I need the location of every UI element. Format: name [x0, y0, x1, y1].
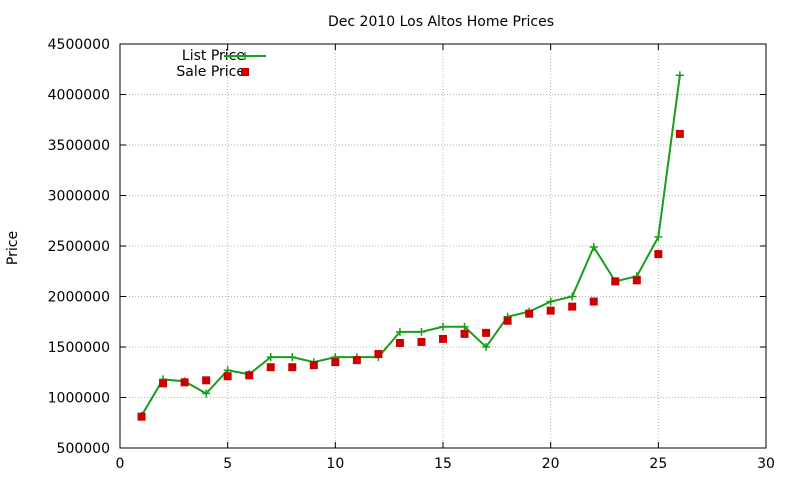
sale-price-point — [137, 412, 146, 421]
sale-price-point — [180, 378, 189, 387]
sale-price-point — [654, 250, 663, 259]
list-price-point — [546, 297, 555, 306]
sale-price-point — [309, 361, 318, 370]
sale-price-point — [245, 371, 254, 380]
y-tick-label: 3000000 — [48, 189, 110, 205]
x-tick-label: 25 — [649, 456, 667, 472]
axes: 0 5 10 15 20 25 30 500000 1000000 1500000 2000000 2… — [48, 37, 775, 472]
legend-label-sale-price: Sale Price — [176, 64, 245, 80]
sale-price-point — [611, 277, 620, 286]
y-tick-label: 2000000 — [48, 290, 110, 306]
x-tick-label: 30 — [757, 456, 775, 472]
sale-price-point — [675, 129, 684, 138]
sale-price-point — [439, 334, 447, 343]
gridlines — [120, 44, 766, 448]
list-price-point — [439, 322, 447, 331]
list-price-point — [266, 353, 275, 362]
x-tick-label: 5 — [223, 456, 232, 472]
sale-price-point — [546, 306, 555, 315]
list-price-point — [202, 389, 211, 398]
sale-price-point — [223, 372, 232, 381]
series-marks — [137, 71, 684, 421]
x-tick-label: 20 — [542, 456, 560, 472]
x-tick-label: 0 — [116, 456, 125, 472]
sale-price-point — [589, 297, 598, 306]
sale-price-point — [202, 376, 211, 385]
sale-price-point — [525, 309, 534, 318]
y-tick-label: 4000000 — [48, 88, 110, 104]
sale-price-point — [503, 316, 512, 325]
legend-label-list-price: List Price — [182, 48, 245, 64]
sale-price-point — [159, 379, 168, 388]
y-tick-label: 2500000 — [48, 239, 110, 255]
legend-marker-list-price — [241, 52, 249, 60]
list-price-point — [589, 243, 598, 252]
x-tick-label: 10 — [326, 456, 344, 472]
sale-price-point — [568, 302, 577, 311]
sale-price-point — [374, 350, 383, 359]
sale-price-point — [395, 338, 404, 347]
sale-price-point — [460, 329, 469, 338]
y-tick-label: 1500000 — [48, 340, 110, 356]
list-price-point — [675, 71, 684, 80]
list-price-point — [482, 343, 491, 351]
y-tick-label: 4500000 — [48, 37, 110, 53]
legend-marker-sale-price — [241, 68, 249, 76]
list-price-point — [460, 322, 469, 331]
y-axis-label: Price — [5, 231, 21, 265]
chart-title: Dec 2010 Los Altos Home Prices — [328, 14, 554, 30]
sale-price-point — [632, 276, 641, 285]
list-price-point — [417, 327, 426, 336]
x-tick-label: 15 — [434, 456, 452, 472]
y-tick-label: 1000000 — [48, 391, 110, 407]
y-tick-label: 500000 — [57, 441, 110, 457]
list-price-point — [654, 232, 663, 241]
sale-price-point — [352, 356, 361, 365]
sale-price-point — [482, 328, 491, 337]
sale-price-point — [417, 337, 426, 346]
list-price-point — [395, 327, 404, 336]
sale-price-point — [331, 358, 340, 367]
y-tick-label: 3500000 — [48, 138, 110, 154]
list-price-point — [568, 292, 577, 301]
list-price-point — [288, 353, 297, 362]
list-price-line — [140, 75, 681, 417]
sale-price-point — [288, 363, 297, 372]
sale-price-point — [266, 363, 275, 372]
